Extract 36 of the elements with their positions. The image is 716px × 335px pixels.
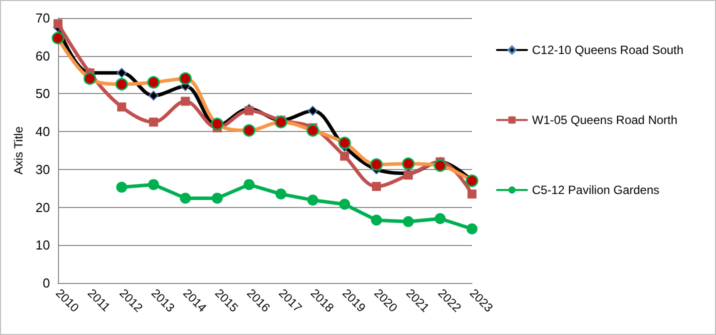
y-tick-label: 30: [36, 162, 50, 177]
point: [434, 213, 446, 224]
legend-label: C12-10 Queens Road South: [532, 43, 684, 57]
point: [54, 19, 62, 28]
point: [339, 198, 350, 210]
point: [180, 192, 191, 204]
point: [116, 68, 127, 78]
legend-label: W1-05 Queens Road North: [532, 113, 678, 127]
point: [372, 182, 381, 191]
point: [275, 188, 286, 200]
point: [402, 216, 414, 228]
point: [212, 192, 223, 204]
y-tick-label: 0: [42, 276, 50, 290]
point: [148, 179, 160, 190]
point: [117, 102, 126, 112]
point: [244, 179, 255, 190]
point: [340, 152, 350, 161]
point: [149, 118, 158, 127]
point: [116, 182, 128, 193]
point: [370, 214, 382, 226]
point: [244, 106, 254, 116]
point: [180, 96, 190, 106]
point: [466, 223, 478, 234]
y-tick-label: 70: [36, 10, 50, 26]
y-tick-label: 50: [36, 86, 50, 102]
y-tick-label: 40: [36, 124, 50, 140]
point: [404, 170, 413, 180]
point: [307, 194, 318, 206]
y-axis-title: Axis Title: [12, 126, 26, 175]
legend-label: C5-12 Pavilion Gardens: [532, 183, 660, 197]
y-tick-label: 60: [36, 48, 50, 64]
y-tick-label: 10: [36, 238, 50, 253]
point: [468, 190, 476, 199]
point: [308, 106, 318, 116]
point: [148, 90, 159, 101]
y-tick-label: 20: [36, 200, 50, 215]
